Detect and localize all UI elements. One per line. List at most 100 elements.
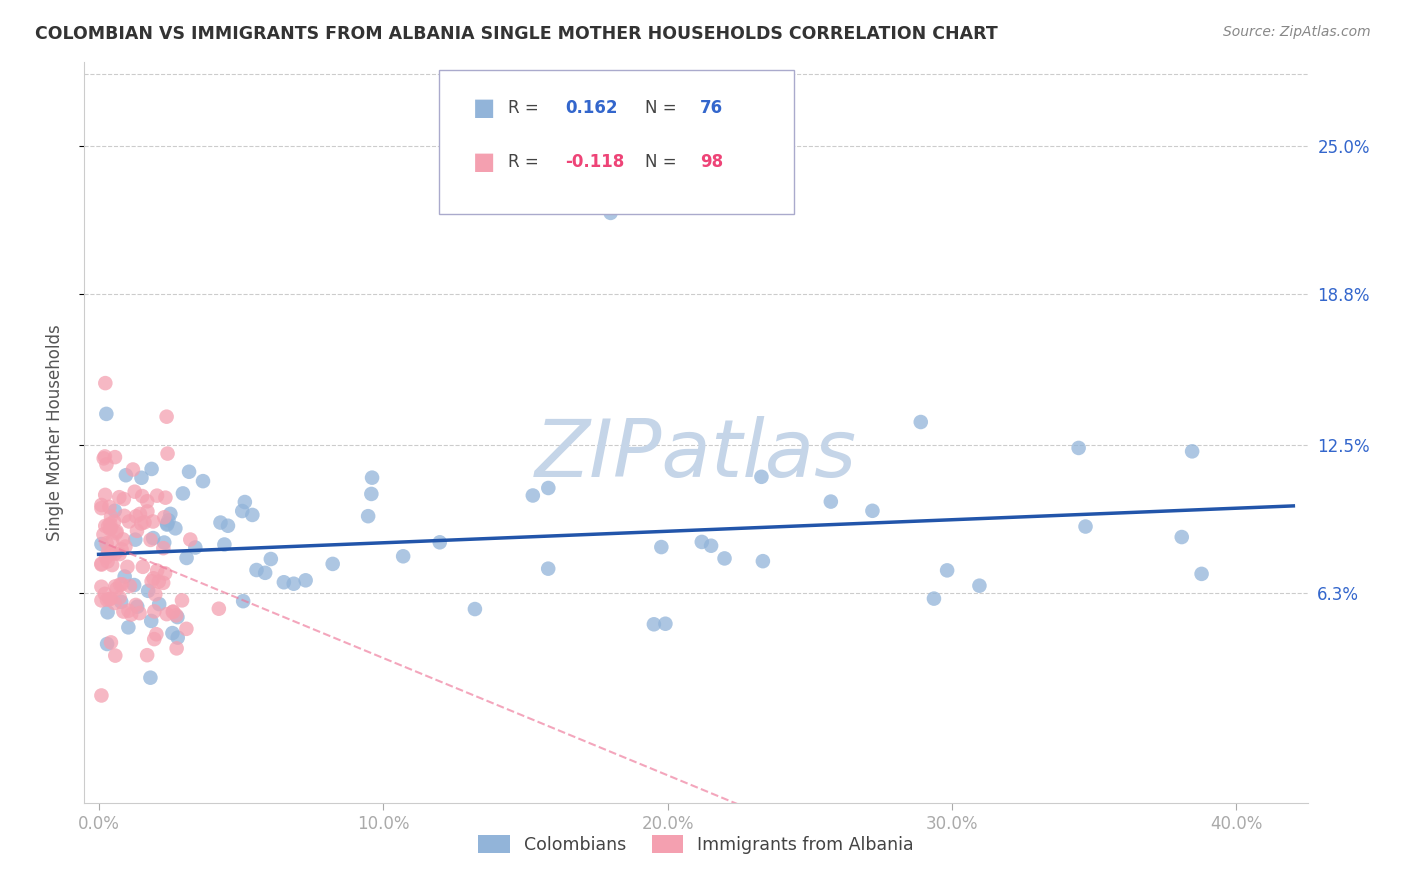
Point [129,516,152,531]
Point [156,517,179,532]
Point [429,535,451,549]
Point [148,597,170,611]
Point [146,564,169,578]
Point [157,513,180,527]
Point [90,537,112,551]
Legend: Colombians, Immigrants from Albania: Colombians, Immigrants from Albania [471,828,921,861]
Point [166,610,188,624]
Point [105,526,128,541]
Point [104,579,127,593]
Point [159,507,181,521]
Point [141,574,163,589]
Point [97,519,120,533]
Point [172,486,194,500]
Point [1191,566,1213,581]
Text: Source: ZipAtlas.com: Source: ZipAtlas.com [1223,25,1371,39]
Point [108,547,131,561]
Point [97,605,120,619]
Point [165,521,187,535]
Point [90,593,112,607]
Point [464,602,486,616]
Point [184,541,207,555]
Text: COLOMBIAN VS IMMIGRANTS FROM ALBANIA SINGLE MOTHER HOUSEHOLDS CORRELATION CHART: COLOMBIAN VS IMMIGRANTS FROM ALBANIA SIN… [35,25,998,43]
Point [98,516,121,531]
Point [209,516,232,530]
Point [114,569,136,583]
Point [124,484,146,499]
Point [98,522,121,536]
Point [96,407,118,421]
Point [177,465,200,479]
Text: ZIPatlas: ZIPatlas [534,416,858,494]
Point [146,489,169,503]
Point [176,622,198,636]
Text: 0.162: 0.162 [565,99,617,118]
Point [936,563,959,577]
Point [537,481,560,495]
Point [110,542,132,557]
Point [94,450,117,464]
Text: 76: 76 [700,99,723,118]
Point [233,495,256,509]
Point [599,206,621,220]
Point [145,627,167,641]
Point [392,549,415,564]
Point [93,451,115,466]
Point [260,552,283,566]
Point [131,489,153,503]
Point [143,604,166,618]
Point [100,521,122,535]
Point [104,450,127,464]
Point [118,515,141,529]
Point [90,689,112,703]
Point [94,550,117,565]
Point [322,557,344,571]
Point [141,614,163,628]
Point [162,605,184,619]
Point [700,539,723,553]
Point [117,559,139,574]
Point [90,558,112,572]
Point [90,498,112,512]
Point [122,462,145,476]
Point [245,563,267,577]
Point [94,519,117,533]
Point [153,566,176,581]
Point [136,494,159,508]
Point [143,632,166,647]
Point [143,587,166,601]
Point [111,577,134,591]
Point [1067,441,1090,455]
Point [240,508,263,522]
Point [690,535,713,549]
FancyBboxPatch shape [439,70,794,214]
Point [122,578,145,592]
Text: N =: N = [644,99,682,118]
Point [97,554,120,568]
Point [136,583,159,598]
Point [283,576,305,591]
Point [1171,530,1194,544]
Point [208,601,231,615]
Point [110,595,132,609]
Point [179,533,201,547]
Point [752,554,775,568]
Point [98,500,121,514]
Point [94,587,117,601]
Point [117,620,139,634]
Point [114,540,136,554]
Point [136,504,159,518]
Point [129,507,152,521]
Point [94,376,117,391]
Point [105,524,128,539]
Point [214,537,236,551]
Point [713,551,735,566]
Point [98,592,121,607]
Point [125,598,148,612]
Point [361,470,384,484]
Point [643,617,665,632]
Point [117,604,139,618]
Point [139,671,162,685]
Point [922,591,945,606]
Point [156,409,179,424]
